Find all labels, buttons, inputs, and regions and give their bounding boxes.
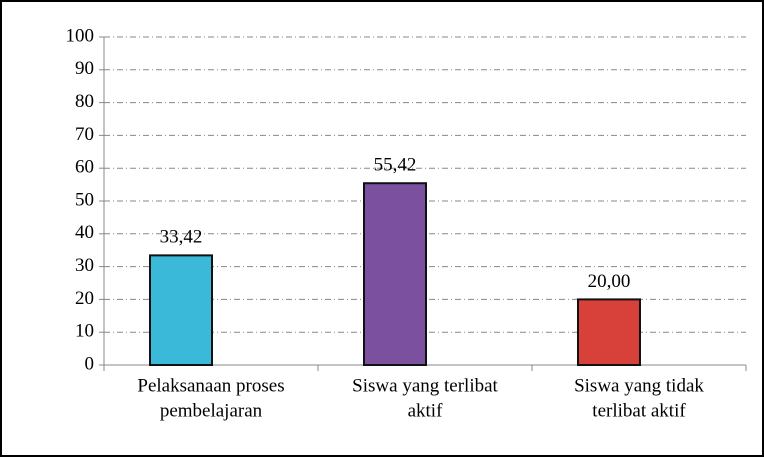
y-tick-label: 20 bbox=[75, 288, 94, 309]
x-tick-label: pembelajaran bbox=[160, 400, 263, 421]
y-tick-label: 50 bbox=[75, 189, 94, 210]
x-tick-label: Siswa yang terlibat bbox=[352, 375, 498, 396]
y-tick-label: 30 bbox=[75, 255, 94, 276]
bar bbox=[577, 298, 641, 366]
y-tick-label: 40 bbox=[75, 222, 94, 243]
x-tick-label: aktif bbox=[408, 400, 443, 421]
bar bbox=[363, 182, 427, 366]
bar bbox=[149, 254, 213, 366]
y-tick-label: 90 bbox=[75, 58, 94, 79]
x-tick-label: Siswa yang tidak bbox=[574, 375, 704, 396]
y-tick-label: 10 bbox=[75, 321, 94, 342]
y-tick-label: 80 bbox=[75, 91, 94, 112]
y-tick-label: 70 bbox=[75, 124, 94, 145]
data-label: 20,00 bbox=[588, 271, 631, 292]
data-label: 33,42 bbox=[160, 227, 203, 248]
y-tick-label: 0 bbox=[85, 353, 95, 374]
x-tick-label: terlibat aktif bbox=[592, 400, 686, 421]
y-tick-label: 60 bbox=[75, 157, 94, 178]
y-tick-label: 100 bbox=[66, 25, 95, 46]
x-tick-label: Pelaksanaan proses bbox=[137, 375, 284, 396]
data-label: 55,42 bbox=[374, 155, 417, 176]
